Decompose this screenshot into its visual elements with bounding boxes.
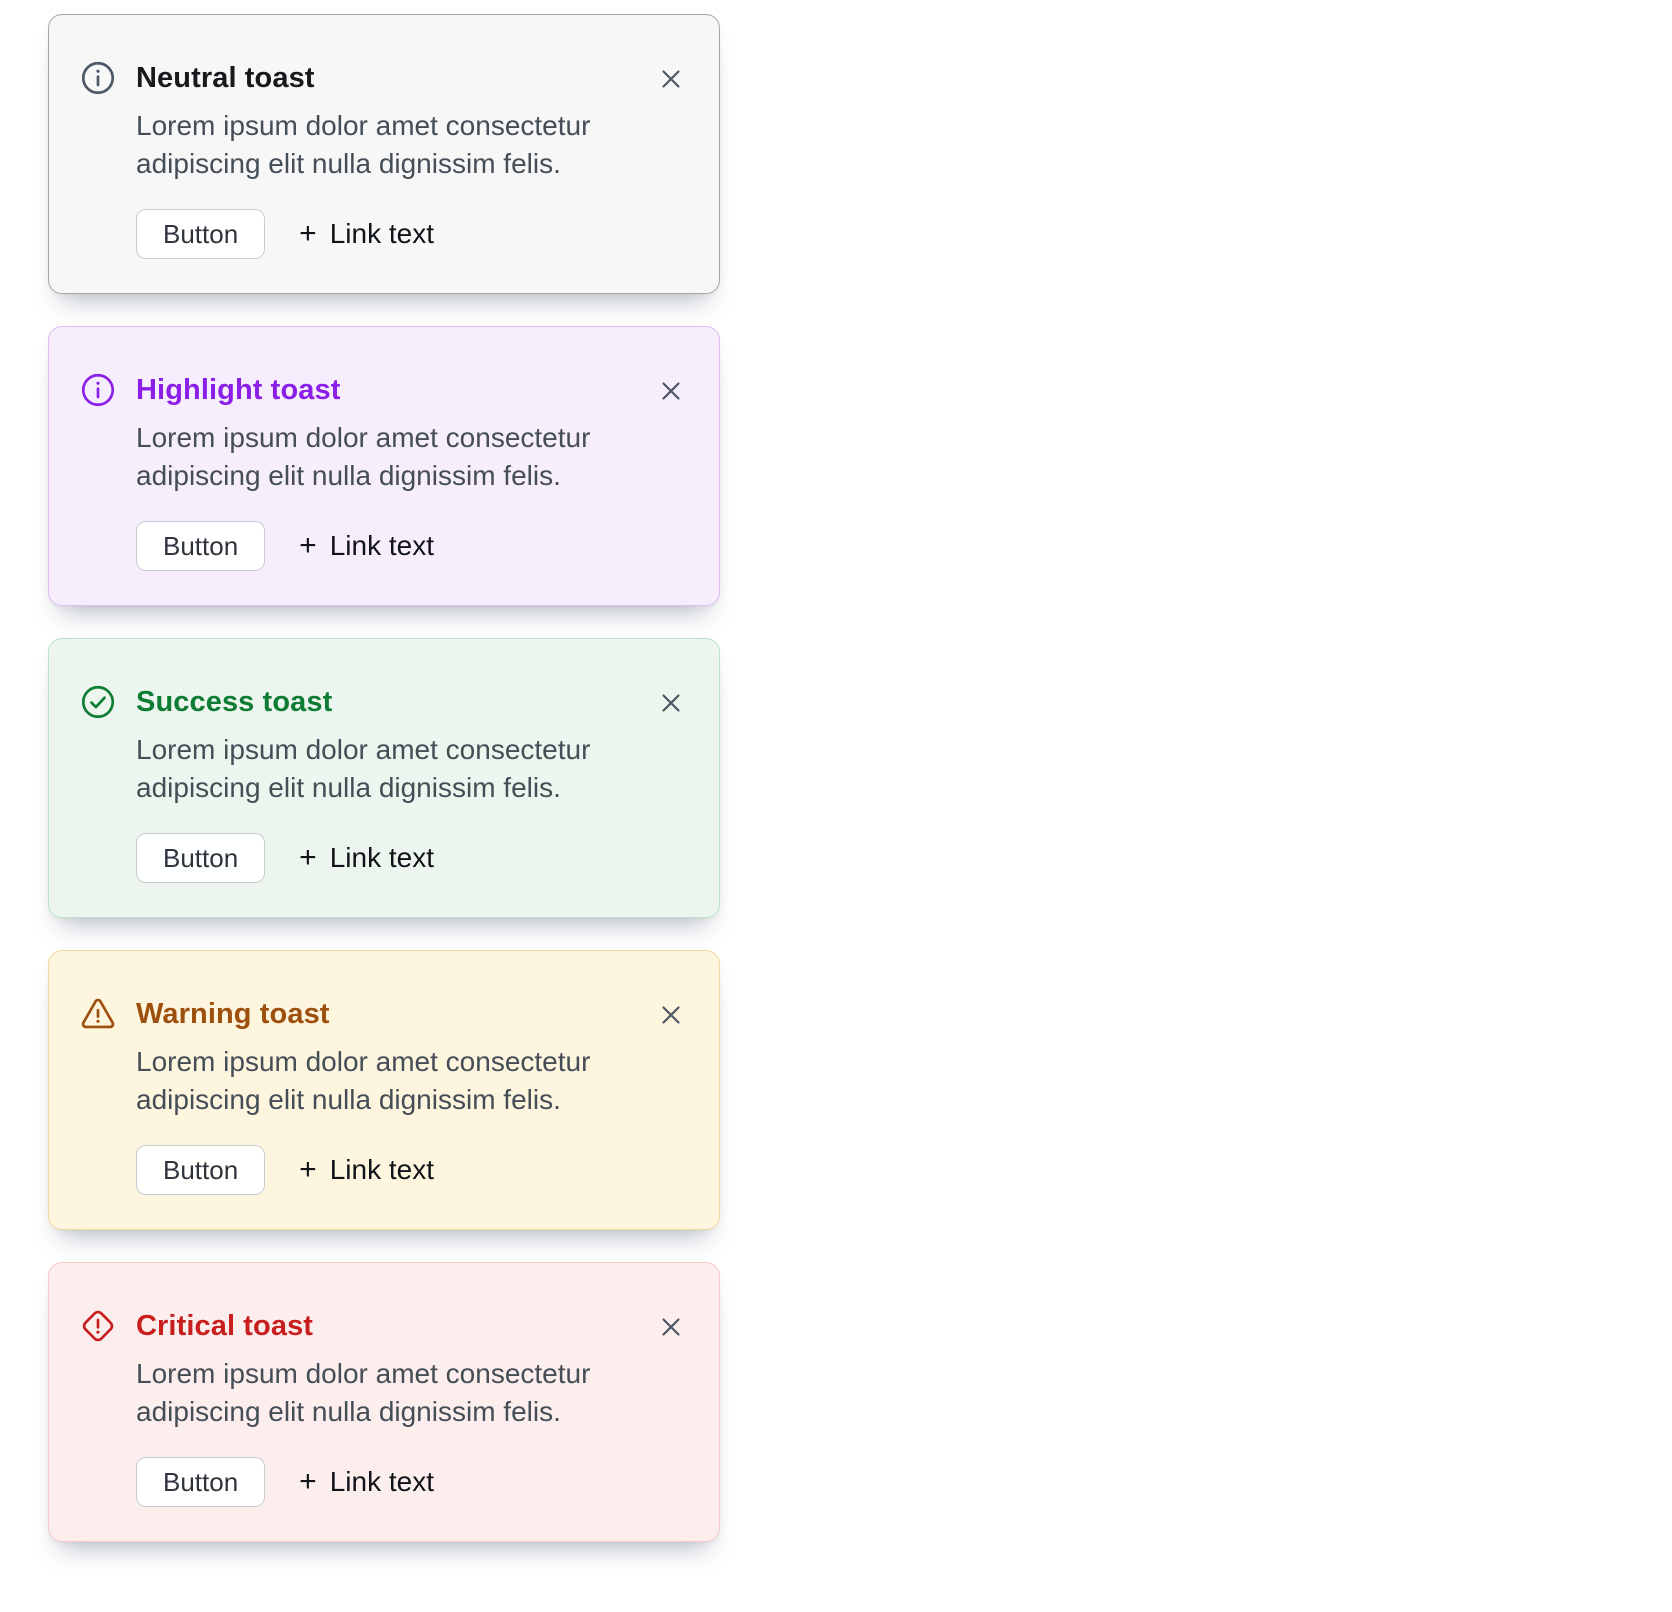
toast-title: Critical toast <box>136 1310 314 1342</box>
alert-diamond-icon <box>79 1307 117 1345</box>
close-button[interactable] <box>653 61 689 97</box>
info-icon <box>79 371 117 409</box>
toast-neutral: Neutral toast Lorem ipsum dolor amet con… <box>48 14 720 294</box>
toast-message: Lorem ipsum dolor amet consectetur adipi… <box>136 422 591 491</box>
toast-link[interactable]: + Link text <box>299 1466 434 1498</box>
toast-title: Highlight toast <box>136 374 341 406</box>
toast-content: Critical toast Lorem ipsum dolor amet co… <box>136 1307 679 1507</box>
close-icon <box>656 64 686 94</box>
close-button[interactable] <box>653 373 689 409</box>
toast-actions: Button + Link text <box>136 1145 679 1195</box>
toast-link-label: Link text <box>329 218 434 249</box>
toast-critical: Critical toast Lorem ipsum dolor amet co… <box>48 1262 720 1542</box>
plus-icon: + <box>299 841 317 874</box>
toast-action-button[interactable]: Button <box>136 1145 266 1195</box>
toast-title: Neutral toast <box>136 62 315 94</box>
toast-message: Lorem ipsum dolor amet consectetur adipi… <box>136 110 591 179</box>
close-button[interactable] <box>653 1309 689 1345</box>
close-button[interactable] <box>653 685 689 721</box>
toast-link[interactable]: + Link text <box>299 842 434 874</box>
toast-link[interactable]: + Link text <box>299 218 434 250</box>
toast-title: Warning toast <box>136 998 330 1030</box>
toast-link[interactable]: + Link text <box>299 1154 434 1186</box>
toast-action-button[interactable]: Button <box>136 209 266 259</box>
toast-content: Success toast Lorem ipsum dolor amet con… <box>136 683 679 883</box>
toast-highlight: Highlight toast Lorem ipsum dolor amet c… <box>48 326 720 606</box>
close-button[interactable] <box>653 997 689 1033</box>
toast-warning: Warning toast Lorem ipsum dolor amet con… <box>48 950 720 1230</box>
info-icon <box>79 59 117 97</box>
plus-icon: + <box>299 1465 317 1498</box>
plus-icon: + <box>299 1153 317 1186</box>
toast-action-button[interactable]: Button <box>136 1457 266 1507</box>
warning-triangle-icon <box>79 995 117 1033</box>
plus-icon: + <box>299 529 317 562</box>
close-icon <box>656 376 686 406</box>
toast-actions: Button + Link text <box>136 833 679 883</box>
toast-success: Success toast Lorem ipsum dolor amet con… <box>48 638 720 918</box>
toast-title: Success toast <box>136 686 333 718</box>
toast-message: Lorem ipsum dolor amet consectetur adipi… <box>136 1046 591 1115</box>
toast-content: Highlight toast Lorem ipsum dolor amet c… <box>136 371 679 571</box>
toast-actions: Button + Link text <box>136 209 679 259</box>
toast-link[interactable]: + Link text <box>299 530 434 562</box>
close-icon <box>656 688 686 718</box>
toast-link-label: Link text <box>329 1466 434 1497</box>
close-icon <box>656 1000 686 1030</box>
toast-action-button[interactable]: Button <box>136 833 266 883</box>
toast-message: Lorem ipsum dolor amet consectetur adipi… <box>136 1358 591 1427</box>
toast-content: Warning toast Lorem ipsum dolor amet con… <box>136 995 679 1195</box>
toast-actions: Button + Link text <box>136 521 679 571</box>
toast-link-label: Link text <box>329 1154 434 1185</box>
toast-link-label: Link text <box>329 842 434 873</box>
plus-icon: + <box>299 217 317 250</box>
toast-link-label: Link text <box>329 530 434 561</box>
check-circle-icon <box>79 683 117 721</box>
toast-message: Lorem ipsum dolor amet consectetur adipi… <box>136 734 591 803</box>
toast-stack: Neutral toast Lorem ipsum dolor amet con… <box>48 14 720 1542</box>
toast-action-button[interactable]: Button <box>136 521 266 571</box>
toast-content: Neutral toast Lorem ipsum dolor amet con… <box>136 59 679 259</box>
toast-actions: Button + Link text <box>136 1457 679 1507</box>
close-icon <box>656 1312 686 1342</box>
